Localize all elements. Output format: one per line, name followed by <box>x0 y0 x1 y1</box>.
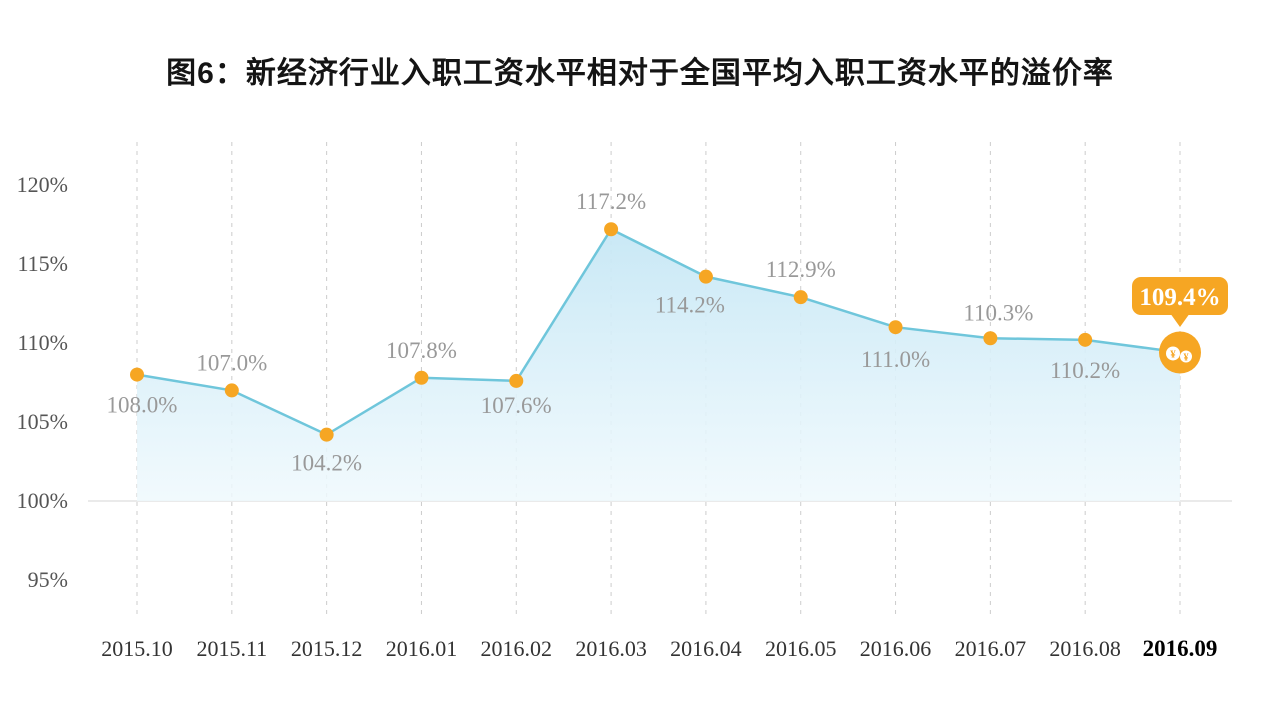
data-point-label: 110.2% <box>1050 358 1120 383</box>
data-point <box>983 331 998 346</box>
data-point-label: 110.3% <box>963 300 1033 325</box>
data-point-label: 107.6% <box>481 393 552 418</box>
data-point <box>224 383 239 398</box>
data-point <box>698 269 713 284</box>
data-point-label: 111.0% <box>861 347 930 372</box>
data-point <box>1078 332 1093 347</box>
data-point <box>319 427 334 442</box>
data-point-label: 117.2% <box>576 189 646 214</box>
x-tick-label: 2016.04 <box>670 636 742 661</box>
x-tick-label: 2015.11 <box>196 636 267 661</box>
data-point <box>888 320 903 335</box>
x-tick-label: 2016.01 <box>386 636 458 661</box>
x-tick-label: 2016.07 <box>955 636 1027 661</box>
y-tick-label: 110% <box>17 330 68 355</box>
data-point-label: 107.0% <box>196 350 267 375</box>
data-point <box>130 367 144 382</box>
data-point-label: 108.0% <box>107 393 178 418</box>
x-tick-label: 2015.10 <box>101 636 173 661</box>
data-point <box>793 290 808 305</box>
y-tick-label: 105% <box>17 409 68 434</box>
highlight-badge-pointer <box>1170 313 1190 327</box>
svg-text:¥: ¥ <box>1184 352 1189 363</box>
data-point-label: 104.2% <box>291 451 362 476</box>
data-point-label: 114.2% <box>655 293 725 318</box>
trend-line <box>136 227 1181 437</box>
x-tick-label: 2016.06 <box>860 636 932 661</box>
money-bags-icon: ¥ ¥ <box>1166 346 1192 363</box>
svg-text:¥: ¥ <box>1170 348 1176 360</box>
x-tick-label: 2016.08 <box>1049 636 1121 661</box>
x-tick-label: 2015.12 <box>291 636 363 661</box>
y-tick-label: 95% <box>28 567 68 592</box>
y-tick-label: 120% <box>17 172 68 197</box>
area-fill <box>137 229 1180 502</box>
highlight-marker <box>1159 331 1201 374</box>
data-point <box>604 222 619 237</box>
data-point-label: 107.8% <box>386 338 457 363</box>
data-point <box>509 373 524 388</box>
data-point-label: 112.9% <box>766 257 836 282</box>
x-tick-label: 2016.03 <box>575 636 647 661</box>
data-point <box>414 370 429 385</box>
x-tick-label: 2016.05 <box>765 636 837 661</box>
y-tick-label: 100% <box>17 488 68 513</box>
highlight-badge-label: 109.4% <box>1139 284 1220 311</box>
x-tick-label: 2016.02 <box>481 636 553 661</box>
x-tick-label: 2016.09 <box>1143 636 1218 661</box>
y-tick-label: 115% <box>17 251 68 276</box>
highlight-badge <box>1132 277 1228 315</box>
chart-title: 图6：新经济行业入职工资水平相对于全国平均入职工资水平的溢价率 <box>166 57 1114 90</box>
